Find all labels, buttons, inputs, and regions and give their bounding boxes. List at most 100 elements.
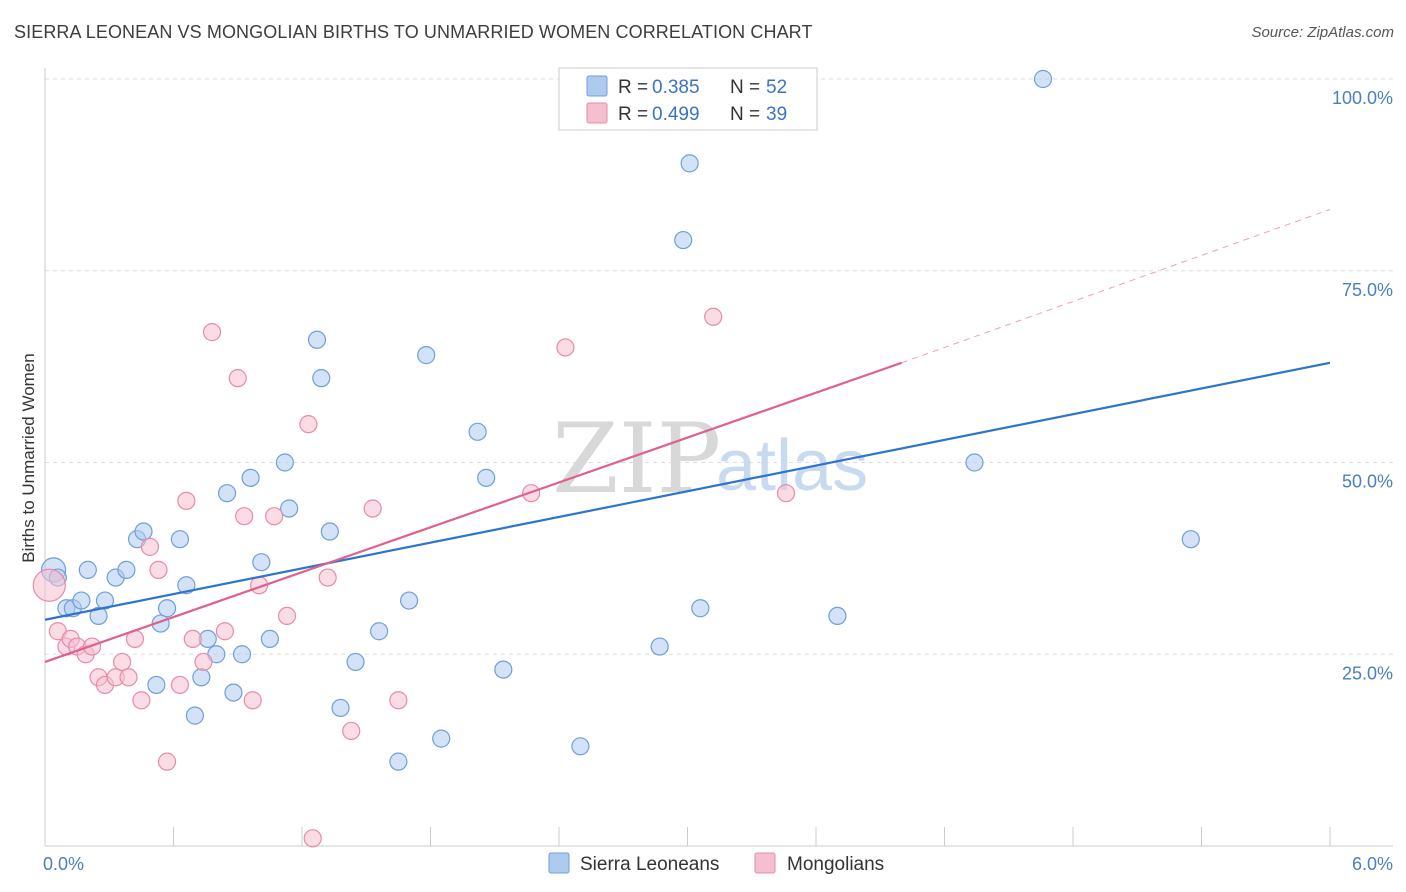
sierra-leonean-point (192, 668, 211, 687)
mongolian-point (277, 606, 297, 626)
sierra-leonean-point (224, 683, 243, 702)
sierra-leonean-point (232, 645, 252, 664)
sierra-leonean-point (828, 606, 847, 626)
sierra-leonean-point (241, 468, 260, 487)
mongolian-point (112, 652, 132, 672)
sierra-leonean-point (185, 706, 205, 725)
mongolian-trend-extension (901, 208, 1331, 364)
sierra-leonean-point (477, 468, 496, 487)
trend-lines (44, 208, 1331, 663)
y-tick-label: 25.0% (1342, 663, 1393, 683)
sierra-leonean-point (674, 230, 693, 250)
sierra-leonean-point (217, 484, 237, 503)
sierra-leonean-point (331, 698, 350, 718)
sierra-leonean-point (117, 560, 136, 579)
mongolian-point (389, 691, 408, 710)
bottom-legend-label: Sierra Leoneans (580, 854, 719, 875)
sierra-leonean-point (468, 422, 487, 441)
mongolian-point (265, 507, 284, 526)
sierra-leonean-point (170, 530, 190, 549)
y-tick-label: 50.0% (1342, 472, 1393, 492)
mongolian-point (243, 691, 262, 710)
sierra-leonean-point (417, 346, 436, 365)
mongolian-trend-line (44, 361, 903, 663)
sierra-leonean-point (157, 599, 177, 618)
bottom-legend-swatch-pink (754, 852, 776, 874)
legend-n-label: N = (730, 77, 760, 98)
sierra-leonean-point (252, 553, 271, 572)
sierra-leonean-point (312, 369, 331, 388)
mongolian-point (170, 675, 190, 695)
sierra-leonean-point (1033, 69, 1053, 89)
sierra-leonean-point (95, 591, 115, 610)
mongolian-point (140, 537, 160, 556)
sierra-leonean-point (89, 606, 108, 626)
mongolian-point (318, 568, 337, 587)
y-tick-labels: 25.0% 50.0% 75.0% 100.0% (1332, 88, 1393, 683)
axes (44, 68, 1393, 847)
sierra-leonean-point (571, 737, 590, 756)
sierra-leonean-point (275, 453, 294, 472)
mongolian-point (228, 369, 247, 388)
watermark-zip: ZIP (552, 403, 721, 515)
mongolian-point (299, 415, 318, 434)
mongolian-point (363, 499, 382, 518)
sierra-leonean-point (134, 522, 153, 541)
legend-r-value: 0.499 (652, 104, 700, 125)
mongolian-point (776, 484, 796, 503)
sierra-leonean-point (650, 637, 669, 656)
mongolian-point (149, 560, 168, 579)
legend-r-label: R = (618, 77, 648, 98)
bottom-legend-label: Mongolians (787, 854, 884, 875)
mongolian-point (342, 721, 361, 741)
sierra-leonean-point (399, 591, 419, 610)
x-tick-label: 6.0% (1352, 854, 1393, 874)
sierra-leonean-point (494, 660, 513, 679)
legend-r-label: R = (618, 104, 648, 125)
sierra-leonean-point (965, 453, 984, 472)
y-tick-label: 100.0% (1332, 88, 1393, 108)
mongolian-point (202, 323, 222, 342)
y-tick-label: 75.0% (1342, 280, 1393, 300)
mongolian-point (132, 691, 151, 710)
sierra-leonean-point (72, 591, 91, 610)
x-tick-labels: 0.0% 6.0% (43, 854, 1393, 874)
source-credit: Source: ZipAtlas.com (1251, 24, 1394, 41)
sierra-leonean-point (680, 154, 699, 173)
sierra-leonean-point (147, 675, 166, 695)
sierra-leonean-point (280, 499, 299, 518)
mongolian-point (183, 629, 202, 649)
mongolian-point (215, 622, 234, 641)
bottom-legend-swatch-blue (548, 852, 570, 874)
data-points (32, 69, 1200, 848)
watermark: ZIP atlas (552, 403, 868, 515)
sierra-leonean-point (370, 622, 389, 641)
sierra-leonean-point (432, 729, 451, 748)
mongolian-point (303, 829, 322, 848)
sierra-leonean-point (1181, 530, 1200, 549)
sierra-leonean-point (389, 752, 408, 771)
mongolian-point (32, 568, 66, 602)
sierra-leonean-point (260, 629, 279, 649)
bottom-legend: Sierra Leoneans Mongolians (548, 852, 884, 875)
legend-n-label: N = (730, 104, 760, 125)
mongolian-point (556, 338, 575, 357)
legend-n-value: 39 (766, 104, 787, 125)
sierra-leonean-point (320, 522, 339, 541)
sierra-leonean-point (78, 560, 97, 579)
legend-swatch-blue (586, 75, 608, 97)
mongolian-point (235, 507, 254, 526)
mongolian-point (119, 668, 138, 687)
legend: R = 0.385 N = 52 R = 0.499 N = 39 (558, 67, 818, 131)
chart-title: SIERRA LEONEAN VS MONGOLIAN BIRTHS TO UN… (14, 22, 813, 42)
legend-n-value: 52 (766, 77, 787, 98)
sierra-leonean-point (346, 652, 365, 672)
legend-r-value: 0.385 (652, 77, 700, 98)
sierra-leonean-point (691, 599, 710, 618)
x-tick-label: 0.0% (43, 854, 84, 874)
mongolian-point (157, 752, 177, 771)
legend-swatch-pink (586, 102, 608, 124)
mongolian-point (177, 491, 196, 510)
y-axis-label: Births to Unmarried Women (19, 353, 38, 562)
